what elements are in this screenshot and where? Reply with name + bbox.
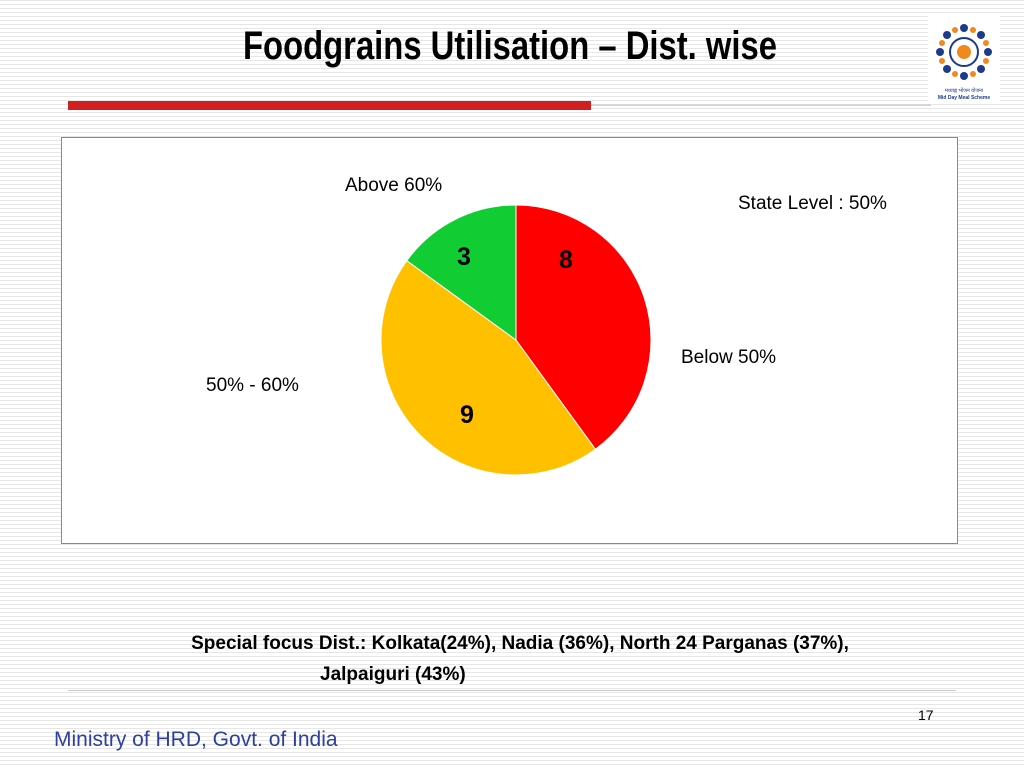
pie-slice-below-50: [515, 204, 652, 450]
logo-hindi-text: मध्याह्न भोजन योजना: [944, 88, 984, 94]
logo-english-text: Mid Day Meal Scheme: [937, 95, 991, 101]
special-focus-line-2: Jalpaiguri (43%): [320, 664, 466, 685]
title-underline-grey: [591, 104, 931, 106]
data-label-below-50: 8: [559, 246, 573, 274]
legend-label-50-60: 50% - 60%: [206, 375, 299, 396]
special-focus-line-1: Special focus Dist.: Kolkata(24%), Nadia…: [191, 633, 849, 654]
slide-title: Foodgrains Utilisation – Dist. wise: [243, 24, 777, 68]
legend-label-below-50: Below 50%: [681, 347, 776, 368]
state-level-annotation: State Level : 50%: [738, 193, 887, 214]
footer-divider: [68, 690, 956, 691]
pie-slice-above-60: [406, 204, 517, 341]
footer-ministry: Ministry of HRD, Govt. of India: [54, 728, 338, 751]
pie-chart: Above 60% 50% - 60% Below 50% State Leve…: [206, 175, 887, 476]
legend-label-above-60: Above 60%: [345, 175, 442, 196]
data-label-50-60: 9: [460, 401, 474, 429]
page-number: 17: [918, 707, 934, 723]
pie-chart-panel: Above 60% 50% - 60% Below 50% State Leve…: [61, 137, 958, 544]
logo-emblem-icon: [936, 24, 992, 80]
mid-day-meal-logo: मध्याह्न भोजन योजना Mid Day Meal Scheme: [928, 14, 1000, 104]
pie-slice-50-60: [380, 259, 597, 476]
title-underline-red: [68, 101, 591, 110]
data-label-above-60: 3: [457, 243, 471, 271]
